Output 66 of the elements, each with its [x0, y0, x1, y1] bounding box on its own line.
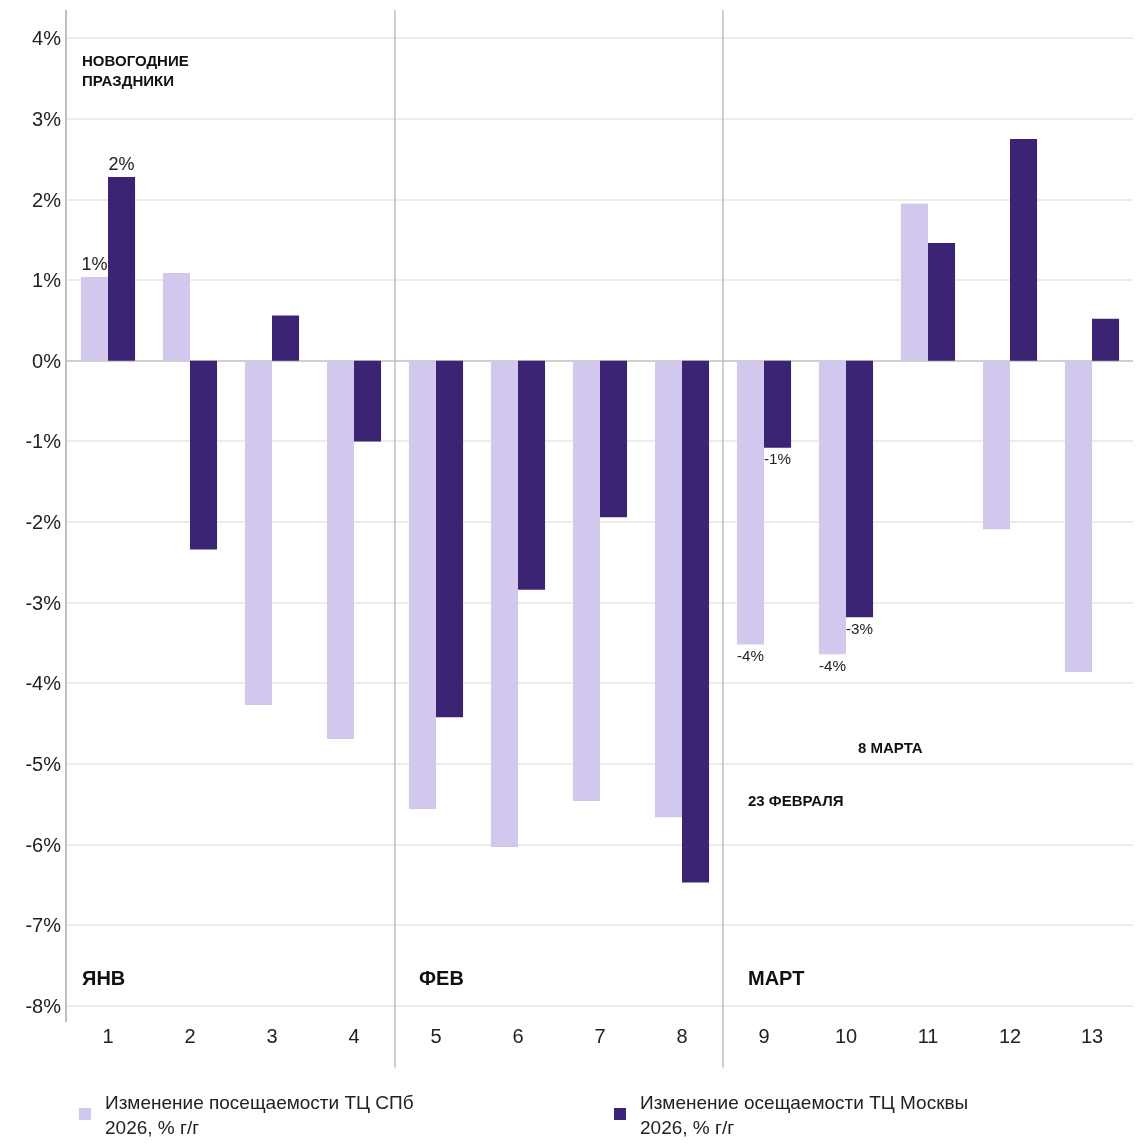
- legend-label: Изменение осещаемости ТЦ Москвы 2026, % г/г: [640, 1091, 969, 1138]
- annotation: ФЕВ: [419, 967, 464, 989]
- annotation: МАРТ: [748, 967, 805, 989]
- bar: [108, 176, 136, 361]
- x-tick-label: 1: [102, 1025, 114, 1047]
- bar: [682, 360, 710, 883]
- annotation: 8 МАРТА: [858, 739, 923, 756]
- bar: [490, 360, 518, 848]
- x-tick-label: 6: [512, 1025, 524, 1047]
- bar: [1064, 360, 1092, 673]
- y-tick-label: -2%: [25, 511, 62, 534]
- x-tick-label: 13: [1080, 1025, 1104, 1047]
- data-label: -1%: [764, 450, 792, 468]
- x-tick-label: 10: [834, 1025, 858, 1047]
- y-tick-label: -3%: [25, 591, 62, 614]
- annotation: 23 ФЕВРАЛЯ: [748, 792, 844, 809]
- bar: [982, 360, 1010, 530]
- data-label: 2%: [108, 153, 135, 174]
- bar: [408, 360, 436, 810]
- y-tick-label: 4%: [32, 27, 62, 50]
- bar: [1010, 139, 1038, 361]
- y-tick-label: -8%: [25, 994, 62, 1017]
- x-tick-label: 8: [676, 1025, 688, 1047]
- y-tick-label: 0%: [32, 349, 62, 372]
- y-tick-label: 3%: [32, 107, 62, 130]
- data-label: 1%: [81, 253, 108, 274]
- bar: [764, 360, 792, 448]
- bar: [162, 272, 190, 361]
- y-tick-label: 1%: [32, 269, 62, 292]
- bar: [326, 360, 354, 739]
- y-tick-label: -4%: [25, 672, 62, 695]
- bar: [244, 360, 272, 706]
- x-tick-label: 5: [430, 1025, 442, 1047]
- bar: [272, 315, 300, 361]
- bar: [928, 243, 956, 361]
- data-label: -4%: [736, 647, 764, 665]
- bar: [436, 360, 464, 718]
- x-tick-label: 11: [917, 1025, 939, 1047]
- data-label: -3%: [846, 619, 874, 637]
- y-tick-label: -7%: [25, 914, 62, 937]
- annotation: НОВОГОДНИЕ ПРАЗДНИКИ: [82, 52, 189, 89]
- bar: [190, 360, 218, 550]
- bar: [1092, 318, 1120, 361]
- bar: [572, 360, 600, 802]
- bar: [80, 276, 108, 361]
- x-tick-label: 3: [266, 1025, 278, 1047]
- bar: [354, 360, 382, 442]
- bar: [600, 360, 628, 518]
- bar: [736, 360, 764, 645]
- legend-label: Изменение посещаемости ТЦ СПб 2026, % г/г: [105, 1091, 414, 1138]
- annotation: ЯНВ: [82, 967, 126, 989]
- x-tick-label: 12: [998, 1025, 1022, 1047]
- y-tick-label: 2%: [32, 188, 62, 211]
- y-tick-label: -6%: [25, 833, 62, 856]
- bar: [818, 360, 846, 655]
- bar: [654, 360, 682, 818]
- x-tick-label: 4: [348, 1025, 360, 1047]
- y-tick-label: -1%: [25, 430, 62, 453]
- bar: [518, 360, 546, 590]
- x-tick-label: 7: [594, 1025, 606, 1047]
- x-tick-label: 9: [758, 1025, 770, 1047]
- bar: [846, 360, 874, 618]
- data-label: -4%: [818, 656, 846, 674]
- x-tick-label: 2: [184, 1025, 196, 1047]
- y-tick-label: -5%: [25, 752, 62, 775]
- bar: [900, 203, 928, 361]
